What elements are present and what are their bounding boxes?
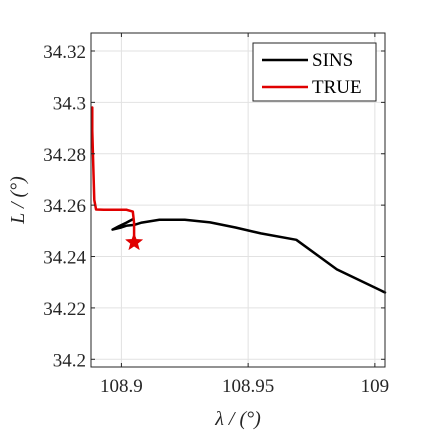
x-tick-label: 108.9 — [100, 376, 143, 397]
legend-label-true: TRUE — [312, 77, 362, 98]
y-axis-label: L / (°) — [7, 176, 29, 225]
legend-label-sins: SINS — [312, 50, 353, 71]
x-tick-label: 109 — [361, 376, 390, 397]
y-tick-label: 34.3 — [53, 93, 86, 114]
y-tick-label: 34.2 — [53, 350, 86, 371]
x-tick-label: 108.95 — [222, 376, 274, 397]
y-tick-label: 34.26 — [43, 196, 86, 217]
y-tick-label: 34.32 — [43, 42, 86, 63]
x-axis-label: λ / (°) — [214, 408, 261, 430]
y-tick-label: 34.24 — [43, 248, 86, 269]
y-tick-label: 34.28 — [43, 145, 86, 166]
legend: SINS TRUE — [253, 43, 376, 101]
y-tick-label: 34.22 — [43, 299, 86, 320]
